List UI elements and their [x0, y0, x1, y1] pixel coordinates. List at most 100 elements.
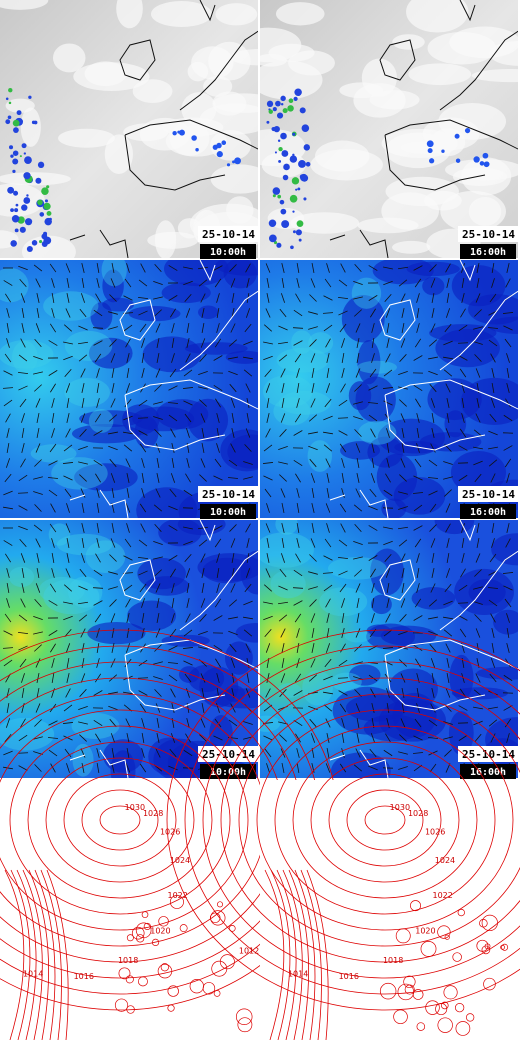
- cloud: [408, 63, 472, 86]
- wind-arrow: [295, 553, 301, 563]
- wind-arrow: [503, 414, 513, 422]
- wind-arrow: [123, 691, 133, 695]
- wind-arrow: [355, 488, 361, 498]
- wind-arrow: [427, 477, 439, 479]
- wind-arrow: [370, 733, 376, 743]
- wind-arrow: [443, 369, 453, 377]
- wind-patch: [136, 487, 198, 518]
- wind-arrow: [340, 263, 346, 273]
- wind-arrow: [230, 538, 236, 548]
- wind-arrow: [111, 643, 115, 653]
- wind-arrow: [216, 553, 220, 563]
- wind-arrow: [476, 278, 480, 288]
- isobar: [238, 693, 520, 947]
- isobar-detail: [481, 914, 498, 932]
- precipitation: [5, 119, 11, 125]
- wind-arrow: [474, 733, 482, 743]
- precipitation: [266, 100, 274, 108]
- wind-arrow: [108, 705, 118, 711]
- isobar-detail: [425, 1000, 440, 1015]
- isobar: [364, 805, 406, 835]
- wind-arrow: [488, 706, 498, 710]
- wind-arrow: [216, 413, 220, 423]
- wind-arrow: [51, 308, 55, 318]
- wind-arrow: [356, 733, 360, 743]
- wind-arrow: [295, 733, 301, 743]
- wind-arrow: [370, 308, 376, 318]
- wind-arrow: [265, 428, 271, 438]
- wind-patch: [64, 377, 111, 407]
- isobar-label: 1030: [125, 803, 145, 812]
- isobar: [274, 725, 496, 915]
- time-box: [460, 244, 516, 259]
- wind-arrow: [35, 443, 41, 453]
- wind-arrow: [325, 763, 331, 773]
- wind-arrow: [308, 414, 318, 422]
- wind-arrow: [126, 523, 130, 533]
- isobar: [40, 869, 62, 1040]
- wind-arrow: [491, 263, 495, 273]
- coastline: [69, 520, 258, 778]
- wind-arrow: [383, 526, 393, 530]
- cloud: [445, 159, 518, 181]
- wind-arrow: [111, 523, 115, 533]
- wind-arrow: [19, 538, 27, 548]
- wind-arrow: [35, 538, 41, 548]
- wind-arrow: [21, 308, 25, 318]
- wind-arrow: [138, 570, 148, 576]
- wind-arrow: [487, 587, 499, 589]
- precipitation: [8, 88, 13, 93]
- wind-arrow: [18, 645, 28, 651]
- wind-arrow: [397, 266, 409, 270]
- cloud: [154, 220, 177, 258]
- wind-arrow: [18, 505, 28, 511]
- wind-arrow: [156, 473, 160, 483]
- wind-arrow: [371, 598, 375, 608]
- wind-arrow: [96, 368, 100, 378]
- wind-arrow: [443, 461, 453, 465]
- wind-arrow: [66, 293, 70, 303]
- precipitation: [290, 245, 294, 250]
- wind-arrow: [311, 368, 315, 378]
- wind-arrow: [168, 385, 178, 391]
- wind-arrow: [413, 735, 423, 741]
- wind-arrow: [36, 568, 40, 578]
- wind-arrow: [170, 308, 176, 318]
- wind-arrow: [295, 293, 301, 303]
- wind-arrow: [266, 293, 270, 303]
- wind-arrow: [416, 443, 420, 453]
- wind-arrow: [6, 583, 10, 593]
- wind-patch: [225, 641, 253, 675]
- wind-arrow: [384, 553, 392, 563]
- precipitation: [277, 194, 282, 199]
- date-box: [198, 226, 260, 242]
- wind-arrow: [155, 748, 161, 758]
- precipitation: [305, 161, 311, 167]
- wind-arrow: [227, 477, 239, 479]
- wind-arrow: [94, 413, 102, 423]
- wind-arrow: [323, 584, 333, 592]
- wind-arrow: [186, 338, 190, 348]
- wind-arrow: [279, 689, 287, 697]
- wind-arrow: [123, 431, 133, 435]
- wind-arrow: [198, 631, 208, 635]
- wind-arrow: [48, 600, 58, 606]
- wind-arrow: [214, 538, 222, 548]
- precipitation: [23, 152, 27, 155]
- wind-arrow: [354, 264, 362, 272]
- wind-arrow: [33, 615, 43, 621]
- pressure-background: [260, 780, 518, 1040]
- wind-arrow: [231, 428, 235, 438]
- wind-arrow: [461, 278, 465, 288]
- coastline: [329, 0, 518, 258]
- wind-arrow: [125, 598, 131, 608]
- wind-arrow: [444, 489, 452, 497]
- wind-arrow: [66, 673, 70, 683]
- wind-arrow: [490, 353, 496, 363]
- wind-arrow: [246, 538, 250, 548]
- wind-arrow: [154, 429, 162, 437]
- wind-arrow: [488, 719, 498, 727]
- precipitation: [21, 204, 28, 211]
- wind-arrow: [281, 398, 285, 408]
- wind-patch: [341, 294, 385, 343]
